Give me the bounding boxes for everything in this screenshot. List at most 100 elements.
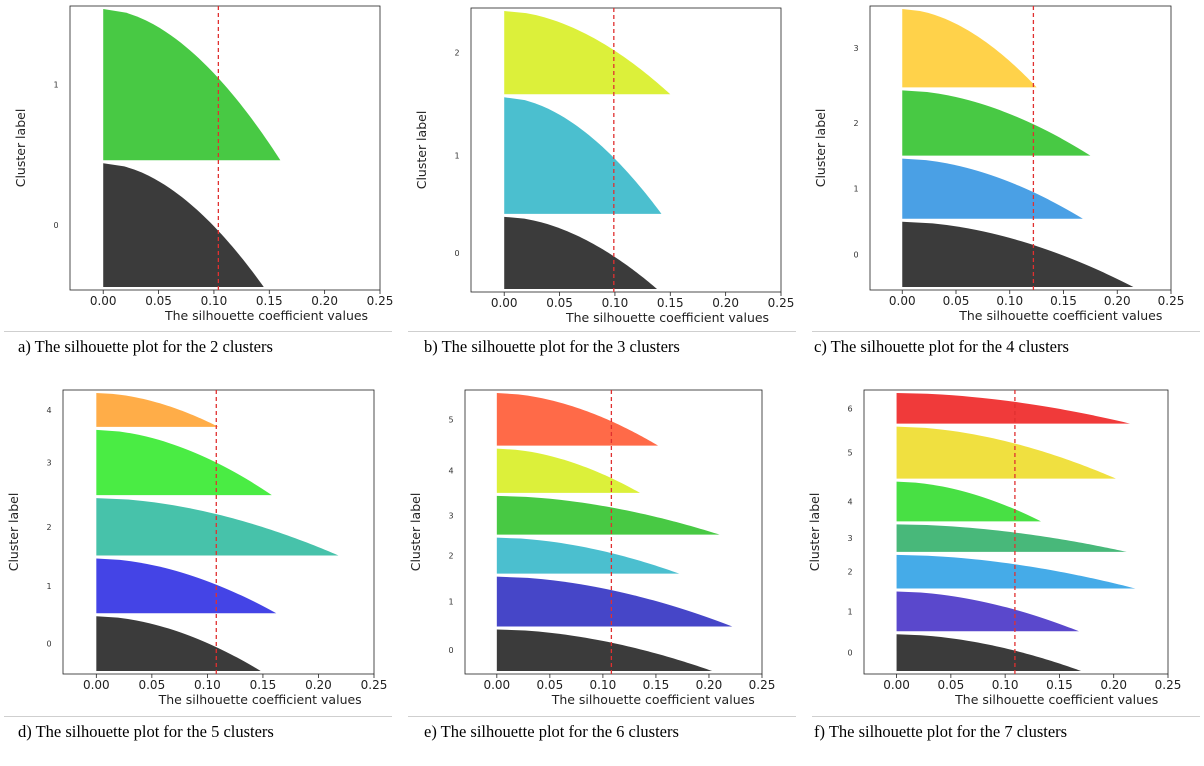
cluster-label-2: 2: [46, 523, 51, 532]
cluster-label-0: 0: [454, 249, 459, 258]
x-tick-label: 0.00: [83, 678, 110, 692]
separator-rule: [408, 331, 796, 332]
y-axis-label: Cluster label: [6, 493, 21, 572]
x-tick-label: 0.20: [305, 678, 332, 692]
silhouette-cluster-4: [496, 448, 641, 493]
x-tick-label: 0.00: [90, 294, 117, 308]
cluster-label-0: 0: [53, 221, 58, 230]
y-axis-label: Cluster label: [408, 493, 423, 572]
silhouette-cluster-2: [902, 90, 1091, 156]
x-tick-label: 0.00: [883, 678, 910, 692]
x-axis-label: The silhouette coefficient values: [551, 692, 755, 707]
x-tick-label: 0.20: [311, 294, 338, 308]
x-tick-label: 0.20: [1104, 294, 1131, 308]
x-tick-label: 0.10: [194, 678, 221, 692]
caption-f: f) The silhouette plot for the 7 cluster…: [814, 722, 1068, 741]
separator-rule: [4, 331, 392, 332]
cluster-label-5: 5: [448, 415, 453, 424]
silhouette-chart-e: 0 1 2 3 4 5 0.00 0.05 0.10 0.15 0.20 0.25 The silhou…: [404, 384, 800, 714]
silhouette-chart-f: 0 1 2 3 4 5 6 0.00 0.05 0.10 0.15 0.20 0.25 The silho…: [807, 384, 1204, 714]
x-tick-label: 0.10: [590, 678, 617, 692]
silhouette-cluster-1: [96, 558, 277, 614]
cluster-label-3: 3: [448, 511, 453, 520]
silhouette-cluster-3: [96, 429, 272, 496]
x-tick-label: 0.25: [1158, 294, 1185, 308]
silhouette-cluster-0: [896, 634, 1082, 671]
x-tick-label: 0.25: [768, 296, 795, 310]
y-axis-label: Cluster label: [414, 111, 429, 190]
silhouette-cluster-5: [896, 426, 1116, 479]
silhouette-cluster-2: [504, 11, 671, 95]
x-tick-label: 0.05: [145, 294, 172, 308]
silhouette-cluster-1: [504, 97, 662, 214]
silhouette-cluster-1: [496, 576, 733, 627]
cluster-label-2: 2: [448, 552, 453, 561]
cluster-label-0: 0: [448, 646, 453, 655]
cluster-label-4: 4: [448, 467, 453, 476]
silhouette-cluster-5: [496, 393, 659, 446]
x-tick-label: 0.15: [256, 294, 283, 308]
cluster-label-1: 1: [448, 598, 453, 607]
cluster-label-0: 0: [847, 649, 852, 658]
cluster-label-4: 4: [46, 406, 51, 415]
cluster-label-1: 1: [454, 152, 459, 161]
separator-rule: [408, 716, 796, 717]
silhouette-cluster-4: [896, 481, 1041, 522]
caption-b: b) The silhouette plot for the 3 cluster…: [424, 337, 680, 356]
silhouette-chart-d: 0 1 2 3 4 0.00 0.05 0.10 0.15 0.20 0.25 The silhoue…: [0, 384, 396, 714]
x-tick-label: 0.15: [643, 678, 670, 692]
silhouette-chart-c: 0 1 2 3 0.00 0.05 0.10 0.15 0.20 0.25 The silhouet…: [808, 0, 1204, 330]
x-axis-label: The silhouette coefficient values: [565, 310, 769, 325]
x-tick-label: 0.25: [361, 678, 388, 692]
y-axis-label: Cluster label: [807, 493, 822, 572]
x-tick-label: 0.25: [1155, 678, 1182, 692]
y-axis-label: Cluster label: [813, 109, 828, 188]
cluster-label-0: 0: [46, 640, 51, 649]
cluster-label-3: 3: [853, 44, 858, 53]
x-tick-label: 0.05: [937, 678, 964, 692]
silhouette-cluster-6: [896, 393, 1130, 424]
cluster-label-2: 2: [454, 49, 459, 58]
x-tick-label: 0.25: [367, 294, 394, 308]
x-tick-label: 0.20: [696, 678, 723, 692]
silhouette-chart-a: 0 1 0.00 0.05 0.10 0.15 0.20 0.25 The silhouette…: [0, 0, 396, 330]
cluster-label-1: 1: [847, 607, 852, 616]
silhouette-cluster-1: [896, 591, 1079, 632]
cluster-label-1: 1: [53, 81, 58, 90]
cluster-label-5: 5: [847, 449, 852, 458]
cluster-label-4: 4: [847, 497, 852, 506]
cluster-label-3: 3: [847, 534, 852, 543]
silhouette-cluster-0: [504, 216, 657, 289]
x-tick-label: 0.15: [1046, 678, 1073, 692]
x-tick-label: 0.00: [889, 294, 916, 308]
x-tick-label: 0.15: [250, 678, 277, 692]
caption-a: a) The silhouette plot for the 2 cluster…: [18, 337, 273, 356]
silhouette-cluster-4: [96, 393, 219, 427]
separator-rule: [4, 716, 392, 717]
x-tick-label: 0.10: [602, 296, 629, 310]
silhouette-cluster-0: [496, 629, 713, 671]
silhouette-cluster-3: [896, 524, 1127, 552]
x-tick-label: 0.15: [657, 296, 684, 310]
cluster-label-6: 6: [847, 404, 852, 413]
x-axis-label: The silhouette coefficient values: [954, 692, 1158, 707]
cluster-label-1: 1: [46, 582, 51, 591]
x-tick-label: 0.20: [712, 296, 739, 310]
x-tick-label: 0.00: [491, 296, 518, 310]
cluster-label-2: 2: [853, 119, 858, 128]
cluster-label-1: 1: [853, 185, 858, 194]
caption-d: d) The silhouette plot for the 5 cluster…: [18, 722, 274, 741]
x-axis-label: The silhouette coefficient values: [158, 692, 362, 707]
x-tick-label: 0.05: [943, 294, 970, 308]
silhouette-cluster-1: [902, 158, 1083, 219]
x-tick-label: 0.25: [749, 678, 776, 692]
caption-e: e) The silhouette plot for the 6 cluster…: [424, 722, 679, 741]
separator-rule: [812, 716, 1200, 717]
y-axis-label: Cluster label: [13, 109, 28, 188]
